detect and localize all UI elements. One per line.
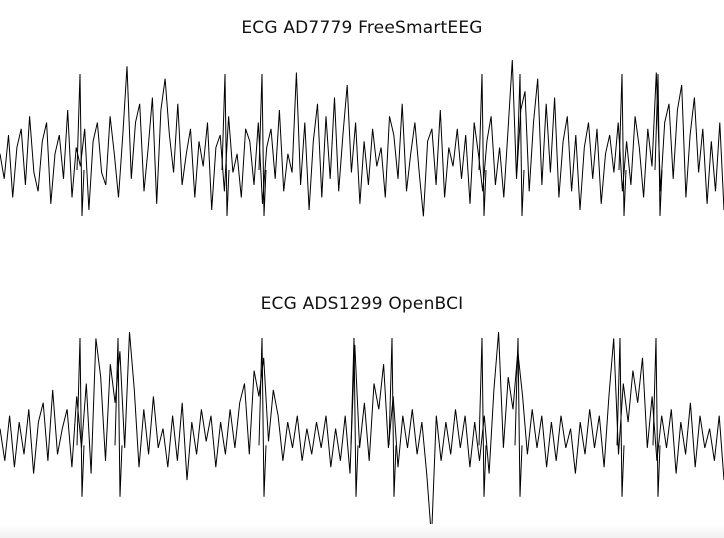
ecg-r-peak <box>516 73 525 217</box>
ecg-r-peak <box>76 73 85 217</box>
chart-panel-openbci: ECG ADS1299 OpenBCI <box>0 278 724 538</box>
ecg-r-peak <box>618 73 627 217</box>
ecg-r-peak <box>76 337 85 497</box>
ecg-r-peak <box>221 73 230 217</box>
ecg-r-peak <box>350 337 359 497</box>
ecg-r-peak <box>654 73 663 217</box>
ecg-trace-line <box>0 60 724 217</box>
ecg-r-peak <box>514 337 523 497</box>
ecg-trace-chart <box>0 332 724 538</box>
chart-title: ECG AD7779 FreeSmartEEG <box>241 18 483 38</box>
ecg-r-peak <box>114 337 123 497</box>
ecg-r-peak <box>478 337 487 497</box>
ecg-trace-chart <box>0 60 724 217</box>
bottom-shade <box>0 524 724 538</box>
ecg-r-peak <box>478 73 487 217</box>
ecg-r-peak <box>258 73 267 217</box>
ecg-trace-line <box>0 332 724 538</box>
chart-panel-freesmarteeg: ECG AD7779 FreeSmartEEG <box>0 0 724 260</box>
ecg-r-peak <box>258 337 267 497</box>
ecg-r-peak <box>652 337 661 497</box>
ecg-r-peak <box>388 337 397 497</box>
ecg-r-peak <box>616 337 625 497</box>
chart-title: ECG ADS1299 OpenBCI <box>260 294 464 314</box>
